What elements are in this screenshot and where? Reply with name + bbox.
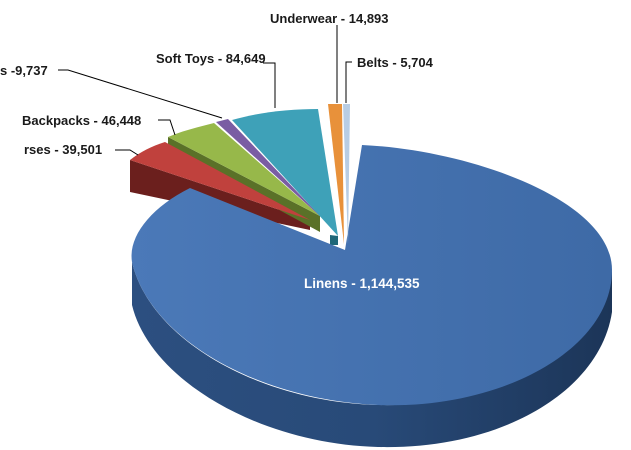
- slice-underwear: [328, 104, 344, 244]
- side-softtoys: [330, 235, 338, 245]
- label-underwear: Underwear - 14,893: [270, 11, 389, 26]
- label-s: s -9,737: [0, 63, 48, 78]
- side-purses: [130, 160, 310, 230]
- label-backpacks: Backpacks - 46,448: [22, 113, 141, 128]
- label-softtoys: Soft Toys - 84,649: [156, 51, 266, 66]
- leader-backpacks: [158, 119, 176, 136]
- leader-softtoys: [263, 62, 276, 108]
- slice-belts: [343, 104, 350, 244]
- slice-backpacks: [168, 123, 320, 216]
- slice-tops: [130, 104, 612, 406]
- leader-lines: [58, 25, 352, 156]
- label-linens: Linens - 1,144,535: [304, 276, 420, 291]
- leader-belts: [345, 61, 352, 103]
- label-purses: rses - 39,501: [24, 142, 102, 157]
- side-linens: [132, 262, 612, 448]
- leader-purses: [115, 149, 139, 156]
- label-belts: Belts - 5,704: [357, 55, 434, 70]
- slice-purses: [130, 142, 310, 220]
- slice-s: [216, 119, 322, 218]
- slice-linens: [131, 145, 612, 406]
- slice-softtoys: [232, 109, 338, 236]
- leader-s: [58, 69, 223, 119]
